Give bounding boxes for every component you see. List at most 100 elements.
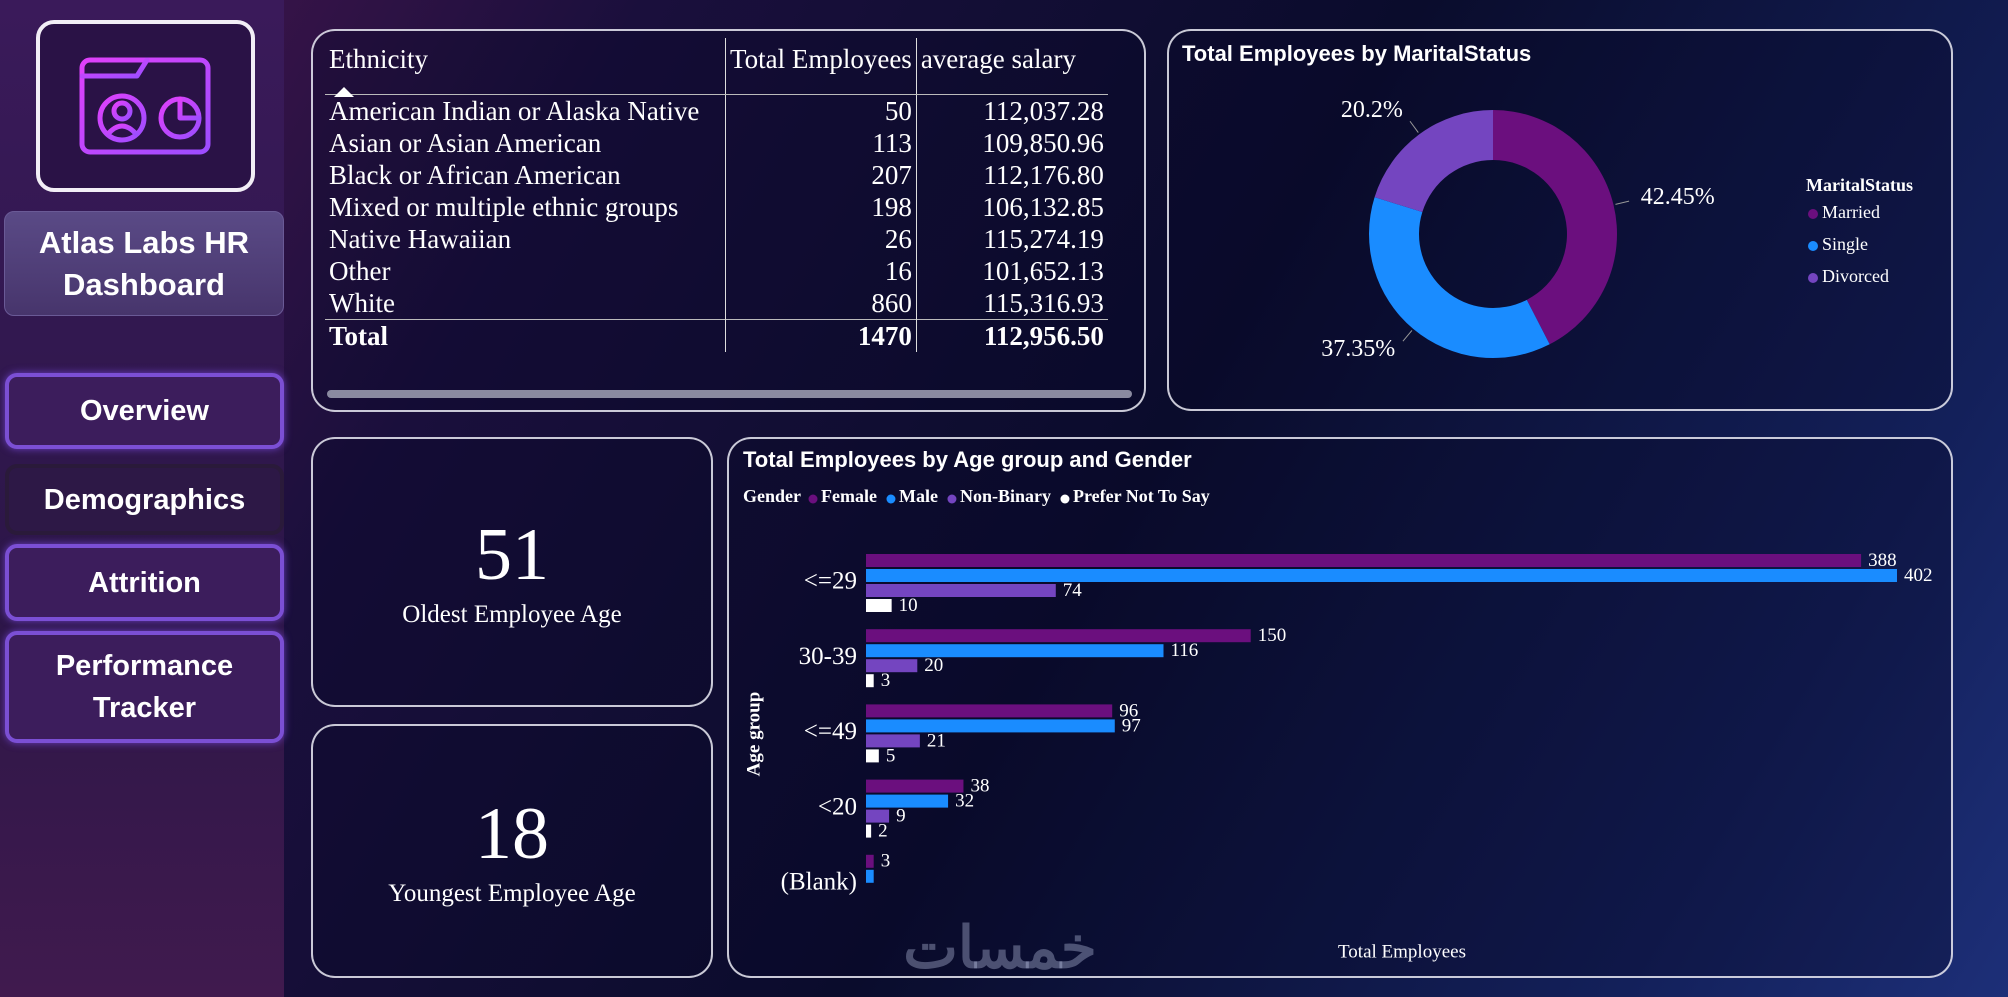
data-label: 21	[927, 730, 946, 751]
data-label: 37.35%	[1321, 336, 1395, 362]
bar	[866, 734, 920, 748]
table-row: Asian or Asian American 113 109,850.96	[325, 127, 1108, 159]
legend-marker	[1808, 241, 1818, 251]
data-label: 2	[878, 820, 888, 841]
nav-button[interactable]: Demographics	[5, 464, 284, 535]
table-cell: 115,316.93	[915, 287, 1108, 320]
table-cell: 207	[725, 159, 917, 191]
legend-marker	[886, 494, 896, 504]
table-row: White 860 115,316.93	[325, 287, 1108, 320]
table-cell: 115,274.19	[915, 223, 1108, 255]
bar	[866, 794, 949, 808]
data-label: 97	[1122, 715, 1141, 736]
table-cell: 113	[725, 127, 917, 159]
data-label: 20.2%	[1341, 97, 1403, 123]
bar	[866, 599, 892, 612]
bar	[866, 644, 1164, 658]
data-label: 74	[1063, 580, 1083, 601]
legend-marker	[947, 494, 957, 504]
table-row: Black or African American 207 112,176.80	[325, 159, 1108, 191]
data-label: 20	[924, 655, 943, 676]
column-header: Total Employees	[725, 38, 917, 95]
data-label: 388	[1868, 550, 1897, 571]
chart-title: Total Employees by MaritalStatus	[1182, 41, 1531, 66]
bar	[866, 869, 874, 883]
logo	[36, 20, 255, 192]
data-label: 10	[899, 595, 918, 616]
table-cell: Native Hawaiian	[329, 223, 512, 254]
sort-indicator[interactable]	[332, 85, 356, 99]
kpi-value: 18	[475, 793, 549, 875]
leader-line	[1402, 330, 1413, 342]
data-label: 38	[970, 775, 989, 796]
legend-marker	[1808, 209, 1818, 219]
table-row: American Indian or Alaska Native 50 112,03…	[325, 94, 1108, 127]
legend-title: MaritalStatus	[1806, 175, 1913, 195]
kpi-card: 18 Youngest Employee Age	[311, 724, 713, 978]
kpi-label: Youngest Employee Age	[388, 880, 636, 907]
table-cell: Asian or Asian American	[329, 127, 602, 158]
sidebar-title: Atlas Labs HR Dashboard	[4, 211, 284, 316]
table-cell: Mixed or multiple ethnic groups	[329, 191, 679, 222]
table-cell: 112,037.28	[915, 94, 1108, 127]
data-label: 96	[1119, 700, 1138, 721]
donut-slice	[1493, 110, 1617, 345]
table-row: Mixed or multiple ethnic groups 198 106,13…	[325, 191, 1108, 223]
column-header: Ethnicity	[325, 38, 726, 95]
data-label: 116	[1171, 640, 1199, 661]
scrollbar[interactable]	[327, 390, 1132, 398]
table-cell: 112,176.80	[915, 159, 1108, 191]
ethnicity-table: Ethnicity Total Employees average salary Am…	[325, 38, 1108, 352]
kpi-card: 51 Oldest Employee Age	[311, 437, 713, 707]
data-label: 402	[1904, 565, 1933, 586]
leader-line	[1615, 200, 1630, 205]
bar	[866, 659, 918, 673]
bar	[866, 569, 1897, 582]
nav-button[interactable]: Overview	[5, 373, 284, 449]
table-cell: 50	[725, 94, 917, 127]
table-total-row: Total 1470 112,956.50	[325, 319, 1108, 352]
y-tick-label: (Blank)	[781, 869, 857, 896]
table-cell: 16	[725, 255, 917, 287]
bar	[866, 674, 874, 688]
legend-label: Female	[821, 486, 877, 506]
table-cell: Other	[329, 255, 391, 286]
legend-label: Non-Binary	[960, 486, 1051, 506]
bar	[866, 584, 1056, 597]
table-cell: 1470	[725, 319, 917, 352]
bar	[866, 554, 1862, 567]
data-label: 5	[886, 745, 896, 766]
watermark: خمسات	[903, 915, 1096, 980]
table-cell: 860	[725, 287, 917, 320]
table-cell: 106,132.85	[915, 191, 1108, 223]
bar	[866, 719, 1115, 733]
y-tick-label: <=29	[804, 568, 857, 595]
nav-button[interactable]: Attrition	[5, 544, 284, 621]
data-label: 3	[881, 851, 891, 872]
bar	[866, 854, 874, 868]
table-row: Native Hawaiian 26 115,274.19	[325, 223, 1108, 255]
table-cell: American Indian or Alaska Native	[329, 95, 700, 126]
legend-marker	[1808, 273, 1818, 283]
table-cell: 112,956.50	[915, 319, 1108, 352]
y-axis-title: Age group	[743, 692, 764, 777]
x-axis-title: Total Employees	[1338, 941, 1466, 962]
legend-label: Prefer Not To Say	[1073, 486, 1210, 506]
bar	[866, 749, 879, 763]
legend-label: Divorced	[1822, 266, 1889, 286]
bar	[866, 824, 872, 838]
logo-icon	[79, 57, 211, 155]
nav-button[interactable]: Performance Tracker	[5, 631, 284, 743]
donut-slice	[1374, 110, 1493, 213]
donut-card	[1167, 29, 1953, 411]
table-cell: Total	[325, 319, 726, 352]
table-row: Other 16 101,652.13	[325, 255, 1108, 287]
bar	[866, 629, 1251, 643]
legend-marker	[1060, 494, 1070, 504]
y-tick-label: <20	[818, 793, 857, 820]
legend-label: Married	[1822, 202, 1880, 222]
legend-marker	[808, 494, 818, 504]
data-label: 3	[881, 670, 891, 691]
data-label: 150	[1258, 625, 1287, 646]
